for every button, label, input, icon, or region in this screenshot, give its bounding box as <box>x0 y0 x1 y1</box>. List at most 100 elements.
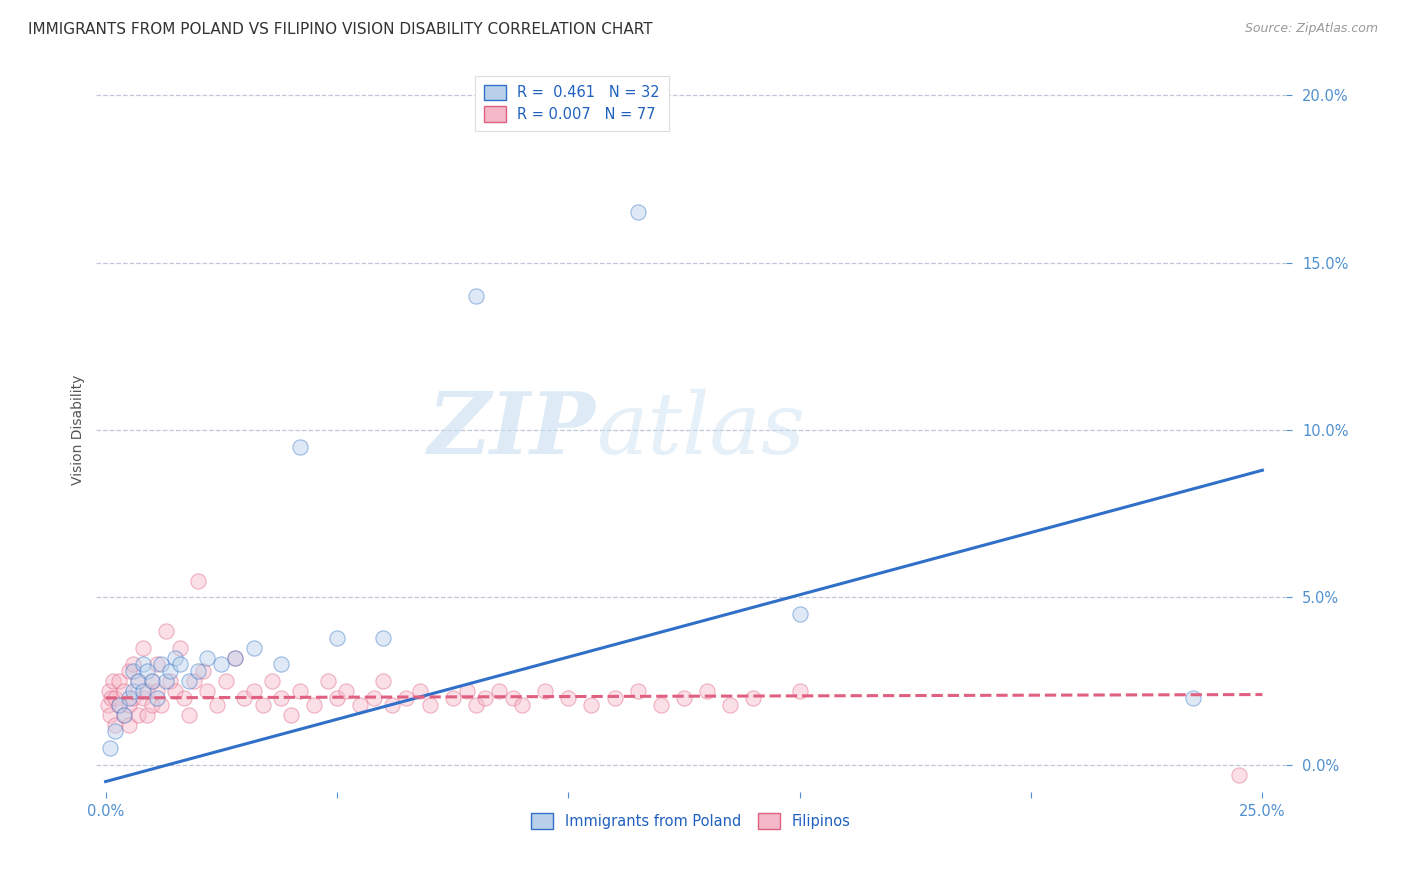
Point <box>395 690 418 705</box>
Point <box>100 690 122 705</box>
Point <box>373 674 395 689</box>
Text: ZIP: ZIP <box>427 388 596 472</box>
Point <box>1227 768 1250 782</box>
Point <box>127 674 149 689</box>
Point <box>718 698 741 712</box>
Text: IMMIGRANTS FROM POLAND VS FILIPINO VISION DISABILITY CORRELATION CHART: IMMIGRANTS FROM POLAND VS FILIPINO VISIO… <box>28 22 652 37</box>
Point <box>118 698 141 712</box>
Point <box>464 698 486 712</box>
Point <box>98 741 121 756</box>
Point <box>118 690 141 705</box>
Point <box>108 674 131 689</box>
Point <box>104 724 127 739</box>
Point <box>150 698 173 712</box>
Point <box>187 574 209 588</box>
Point <box>373 631 395 645</box>
Point <box>112 707 135 722</box>
Point <box>104 717 127 731</box>
Text: atlas: atlas <box>596 389 804 471</box>
Point <box>197 650 219 665</box>
Point <box>224 650 246 665</box>
Point <box>163 650 186 665</box>
Point <box>122 657 145 672</box>
Point <box>349 698 371 712</box>
Point <box>488 684 510 698</box>
Point <box>112 707 135 722</box>
Point <box>145 690 167 705</box>
Text: Source: ZipAtlas.com: Source: ZipAtlas.com <box>1244 22 1378 36</box>
Point <box>464 289 486 303</box>
Point <box>381 698 404 712</box>
Point <box>335 684 357 698</box>
Point <box>191 664 214 678</box>
Point <box>104 690 127 705</box>
Point <box>262 674 284 689</box>
Point <box>603 690 626 705</box>
Point <box>131 657 153 672</box>
Point <box>316 674 339 689</box>
Point <box>97 698 120 712</box>
Point <box>177 674 200 689</box>
Point <box>742 690 765 705</box>
Point <box>456 684 478 698</box>
Point <box>242 640 264 655</box>
Point <box>534 684 557 698</box>
Point <box>510 698 533 712</box>
Point <box>215 674 238 689</box>
Point <box>122 664 145 678</box>
Point <box>122 684 145 698</box>
Point <box>136 707 159 722</box>
Point <box>627 205 650 219</box>
Point <box>288 684 311 698</box>
Point <box>326 631 349 645</box>
Point <box>441 690 464 705</box>
Point <box>502 690 524 705</box>
Point <box>131 684 153 698</box>
Point <box>112 684 135 698</box>
Point <box>288 440 311 454</box>
Point <box>696 684 718 698</box>
Point <box>136 664 159 678</box>
Y-axis label: Vision Disability: Vision Disability <box>72 375 86 485</box>
Point <box>252 698 274 712</box>
Point <box>127 674 149 689</box>
Point <box>183 674 205 689</box>
Point <box>224 650 246 665</box>
Point <box>672 690 695 705</box>
Point <box>101 674 124 689</box>
Point <box>326 690 349 705</box>
Point <box>409 684 432 698</box>
Point <box>163 684 186 698</box>
Point <box>159 674 181 689</box>
Point <box>280 707 302 722</box>
Point <box>108 698 131 712</box>
Point <box>197 684 219 698</box>
Point <box>145 684 167 698</box>
Point <box>187 664 209 678</box>
Point <box>363 690 385 705</box>
Point <box>159 664 181 678</box>
Point <box>418 698 440 712</box>
Point <box>155 674 177 689</box>
Point <box>474 690 496 705</box>
Point <box>233 690 256 705</box>
Point <box>150 657 173 672</box>
Point <box>209 657 232 672</box>
Point <box>205 698 228 712</box>
Point <box>270 690 292 705</box>
Point <box>169 657 191 672</box>
Point <box>118 717 141 731</box>
Point <box>270 657 292 672</box>
Point <box>141 674 163 689</box>
Point <box>169 640 191 655</box>
Point <box>789 684 811 698</box>
Point <box>141 698 163 712</box>
Point <box>141 674 163 689</box>
Point <box>136 684 159 698</box>
Point <box>127 707 149 722</box>
Point <box>302 698 325 712</box>
Point <box>627 684 650 698</box>
Point <box>650 698 672 712</box>
Point <box>118 664 141 678</box>
Point <box>1181 690 1204 705</box>
